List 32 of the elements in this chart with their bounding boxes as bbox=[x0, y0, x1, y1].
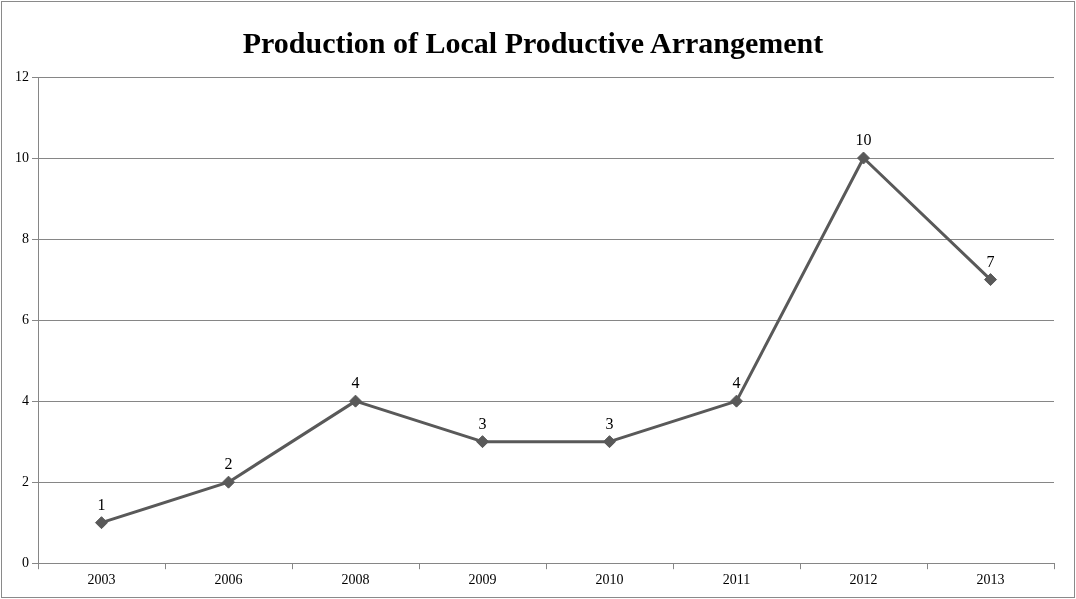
y-tick-label: 12 bbox=[15, 68, 29, 84]
data-label: 3 bbox=[605, 414, 614, 432]
y-tick-label: 4 bbox=[22, 392, 29, 408]
point bbox=[984, 273, 997, 287]
chart-title: Production of Local Productive Arrangement bbox=[242, 25, 824, 59]
point bbox=[349, 394, 362, 408]
data-label: 7 bbox=[986, 252, 995, 270]
y-tick-label: 2 bbox=[22, 473, 29, 489]
point bbox=[730, 394, 743, 408]
data-label: 2 bbox=[224, 455, 233, 473]
x-tick-label: 2008 bbox=[341, 572, 370, 588]
point bbox=[95, 516, 108, 530]
data-label: 1 bbox=[97, 495, 106, 513]
point bbox=[222, 475, 235, 489]
data-label: 4 bbox=[351, 374, 360, 392]
y-tick-label: 6 bbox=[22, 311, 29, 327]
x-tick-label: 2009 bbox=[468, 572, 497, 588]
data-label: 3 bbox=[478, 414, 487, 432]
x-tick-label: 2012 bbox=[849, 572, 878, 588]
data-label: 10 bbox=[855, 131, 872, 149]
x-tick-label: 2003 bbox=[87, 572, 116, 588]
data-label: 4 bbox=[732, 374, 741, 392]
point bbox=[857, 151, 870, 165]
point bbox=[603, 435, 616, 449]
x-tick-label: 2013 bbox=[976, 572, 1005, 588]
x-tick-label: 2010 bbox=[595, 572, 624, 588]
y-tick-label: 0 bbox=[22, 554, 29, 570]
x-tick-label: 2011 bbox=[722, 572, 751, 588]
y-tick-label: 8 bbox=[22, 230, 29, 246]
x-tick-label: 2006 bbox=[214, 572, 243, 588]
point bbox=[476, 435, 489, 449]
y-tick-label: 10 bbox=[15, 149, 29, 165]
